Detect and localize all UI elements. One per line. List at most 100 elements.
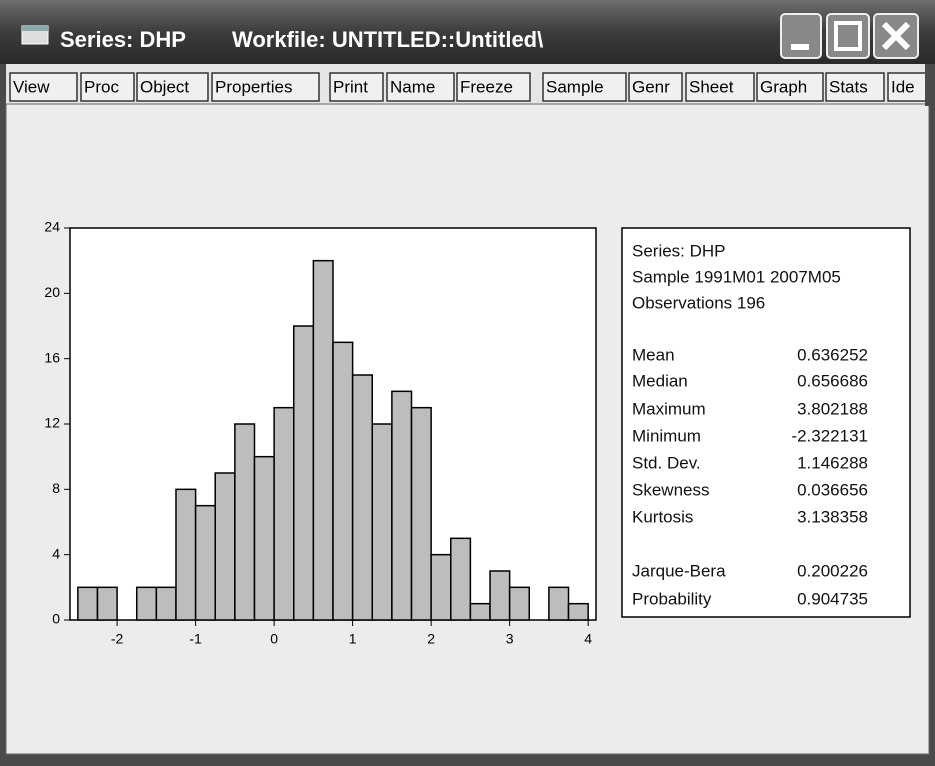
stat-label: Median	[632, 371, 688, 390]
toolbar-button[interactable]	[685, 72, 755, 102]
toolbar-button-label[interactable]: Print	[333, 77, 368, 96]
toolbar-button-label[interactable]: View	[13, 77, 50, 96]
toolbar-button[interactable]	[628, 72, 683, 102]
stat-label: Minimum	[632, 426, 701, 445]
stat-label: Probability	[632, 589, 712, 608]
stats-header: Sample 1991M01 2007M05	[632, 267, 841, 286]
toolbar-button-label[interactable]: Freeze	[460, 77, 513, 96]
stats-header: Observations 196	[632, 293, 765, 312]
histogram-bar	[273, 406, 295, 621]
x-tick-label: 4	[584, 631, 592, 647]
histogram-bar	[332, 341, 354, 621]
histogram-bar	[351, 374, 374, 621]
toolbar-button[interactable]	[9, 72, 78, 102]
y-tick-label: 0	[52, 611, 60, 627]
x-tick-label: 0	[270, 631, 278, 647]
stat-label: Std. Dev.	[632, 453, 701, 472]
close-button[interactable]	[873, 13, 919, 59]
y-tick-label: 16	[44, 349, 60, 365]
histogram-bar	[391, 390, 413, 621]
maximize-button[interactable]	[826, 13, 870, 59]
y-tick-label: 12	[44, 415, 60, 431]
stat-value: 3.138358	[797, 507, 868, 526]
x-tick-label: -1	[189, 631, 202, 647]
maximize-box[interactable]	[826, 13, 870, 59]
minimize-box[interactable]	[780, 13, 822, 59]
histogram-bar	[430, 553, 452, 621]
histogram-bar	[567, 602, 589, 621]
histogram-bar	[175, 488, 197, 621]
stat-label: Jarque-Bera	[632, 561, 726, 580]
stat-label: Skewness	[632, 480, 709, 499]
histogram-bar	[508, 586, 531, 621]
toolbar-button[interactable]	[456, 72, 531, 102]
y-tick-label: 24	[44, 219, 60, 235]
histogram-bar	[371, 423, 393, 621]
stat-value: 0.656686	[797, 371, 868, 390]
stats-box	[621, 227, 911, 618]
histogram-bar	[450, 537, 472, 621]
x-tick-label: 1	[349, 631, 357, 647]
toolbar-button-label[interactable]: Proc	[84, 77, 119, 96]
histogram-bar	[410, 406, 432, 621]
toolbar-button[interactable]	[542, 72, 627, 102]
histogram-bar	[135, 586, 158, 621]
toolbar-button-label[interactable]: Genr	[632, 77, 670, 96]
histogram-bar	[234, 423, 256, 621]
close-glyph[interactable]	[881, 21, 911, 51]
x-tick-label: 3	[506, 631, 514, 647]
toolbar-button-label[interactable]: Properties	[215, 77, 292, 96]
histogram-bar	[77, 586, 99, 621]
histogram-bar	[548, 586, 570, 621]
toolbar-button[interactable]	[80, 72, 135, 102]
toolbar-button-label[interactable]: Object	[140, 77, 189, 96]
toolbar-button-label[interactable]: Sample	[546, 77, 604, 96]
histogram-bar	[489, 570, 511, 621]
toolbar-button[interactable]	[386, 72, 455, 102]
stat-label: Kurtosis	[632, 507, 693, 526]
y-tick-label: 20	[44, 284, 60, 300]
histogram-bar	[312, 259, 334, 621]
y-tick-label: 8	[52, 480, 60, 496]
stat-value: -2.322131	[791, 426, 868, 445]
toolbar-button[interactable]	[136, 72, 209, 102]
window-icon-bar	[22, 26, 48, 31]
stat-label: Mean	[632, 345, 675, 364]
histogram-bar	[214, 472, 236, 621]
histogram-bar	[194, 504, 216, 621]
histogram-bar	[155, 586, 177, 621]
stats-header: Series: DHP	[632, 241, 726, 260]
stat-value: 3.802188	[797, 399, 868, 418]
histogram-bar	[96, 586, 118, 621]
toolbar-button-label[interactable]: Stats	[829, 77, 868, 96]
stat-label: Maximum	[632, 399, 706, 418]
title-bar	[0, 0, 935, 64]
histogram-bar	[469, 602, 491, 621]
toolbar-button[interactable]	[825, 72, 885, 102]
toolbar-button-label[interactable]: Sheet	[689, 77, 734, 96]
window-title: Series: DHP	[60, 27, 186, 52]
minimize-button[interactable]	[780, 13, 822, 59]
maximize-glyph[interactable]	[834, 21, 862, 51]
workfile-title: Workfile: UNTITLED::Untitled\	[232, 27, 543, 52]
toolbar-button[interactable]	[329, 72, 384, 102]
toolbar-edge	[925, 64, 935, 106]
stat-value: 1.146288	[797, 453, 868, 472]
y-tick-label: 4	[52, 545, 60, 561]
toolbar-button-label[interactable]: Name	[390, 77, 435, 96]
toolbar-button-label[interactable]: Graph	[760, 77, 807, 96]
stat-value: 0.904735	[797, 589, 868, 608]
stat-value: 0.636252	[797, 345, 868, 364]
toolbar-button[interactable]	[756, 72, 824, 102]
stat-value: 0.036656	[797, 480, 868, 499]
histogram-bar	[292, 325, 315, 621]
x-tick-label: 2	[427, 631, 435, 647]
histogram-bar	[253, 455, 275, 621]
toolbar-button[interactable]	[211, 72, 320, 102]
minimize-glyph[interactable]	[791, 44, 809, 50]
stat-value: 0.200226	[797, 561, 868, 580]
x-tick-label: -2	[111, 631, 124, 647]
toolbar-button-label[interactable]: Ide	[891, 77, 915, 96]
